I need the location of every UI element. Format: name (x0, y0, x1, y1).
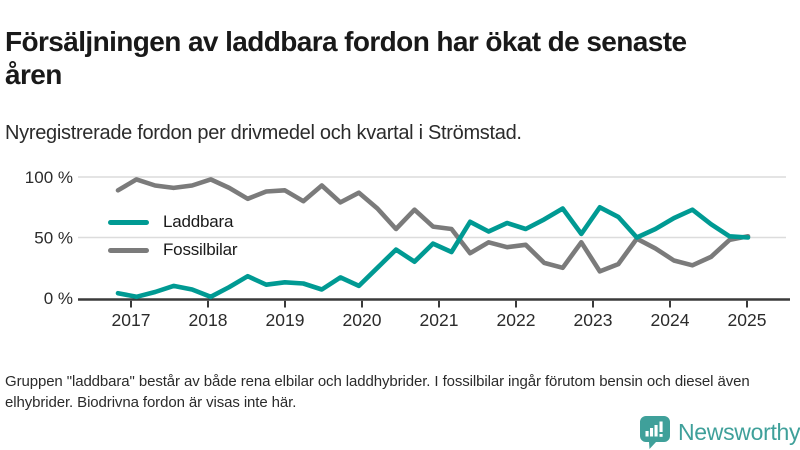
line-chart: 100 % 50 % 0 % 2017 2018 2019 2020 2021 2022 2023… (0, 165, 800, 340)
legend-label-fossilbilar: Fossilbilar (163, 240, 238, 259)
x-tick-label-2024: 2024 (651, 310, 690, 330)
x-tick-label-2020: 2020 (343, 310, 382, 330)
newsworthy-bubble-barchart-icon (640, 416, 670, 449)
line-chart-svg: 100 % 50 % 0 % 2017 2018 2019 2020 2021 2022 2023… (25, 168, 790, 330)
y-tick-label-50: 50 % (34, 229, 73, 248)
fossilbilar-line-swatch (108, 247, 149, 253)
x-tick-label-2022: 2022 (497, 310, 536, 330)
legend-item-fossilbilar: Fossilbilar (108, 239, 238, 261)
legend-item-laddbara: Laddbara (108, 211, 233, 233)
source-note: Gruppen "laddbara" består av både rena e… (5, 373, 750, 411)
newsworthy-wordmark: Newsworthy (678, 419, 800, 445)
x-tick-label-2017: 2017 (112, 310, 151, 330)
y-tick-label-100: 100 % (25, 168, 73, 187)
x-tick-label-2021: 2021 (420, 310, 459, 330)
series-line-fossilbilar (115, 177, 751, 274)
y-tick-label-0: 0 % (44, 289, 73, 308)
series-line-laddbara (115, 205, 751, 300)
x-tick-label-2019: 2019 (266, 310, 305, 330)
laddbara-line-swatch (108, 219, 149, 225)
x-tick-label-2018: 2018 (189, 310, 228, 330)
legend-label-laddbara: Laddbara (163, 212, 234, 231)
page-title: Försäljningen av laddbara fordon har öka… (5, 25, 687, 91)
x-tick-label-2023: 2023 (574, 310, 613, 330)
x-tick-label-2025: 2025 (728, 310, 767, 330)
newsworthy-logo[interactable]: Newsworthy (639, 415, 800, 450)
chart-subtitle: Nyregistrerade fordon per drivmedel och … (5, 122, 522, 144)
